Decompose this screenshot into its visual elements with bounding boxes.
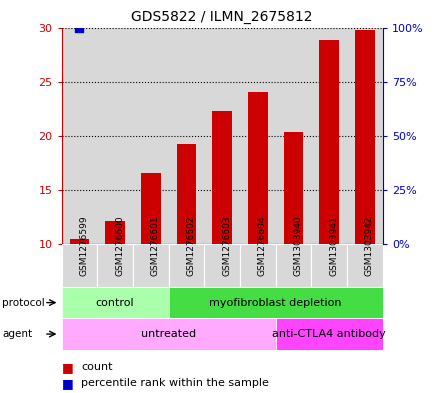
Bar — [284, 132, 304, 244]
Text: count: count — [81, 362, 113, 373]
Bar — [276, 318, 383, 350]
Text: GSM1276604: GSM1276604 — [258, 216, 267, 276]
Text: ■: ■ — [62, 376, 73, 390]
Bar — [62, 318, 276, 350]
Bar — [105, 221, 125, 244]
Point — [76, 24, 83, 31]
Text: ■: ■ — [62, 361, 73, 374]
Bar — [97, 244, 133, 287]
Bar — [133, 244, 169, 287]
Bar — [204, 244, 240, 287]
Bar — [62, 28, 97, 244]
Bar — [169, 28, 204, 244]
Bar — [276, 244, 312, 287]
Bar — [240, 28, 276, 244]
Bar — [70, 239, 89, 244]
Bar — [169, 244, 204, 287]
Text: protocol: protocol — [2, 298, 45, 308]
Text: GSM1276599: GSM1276599 — [80, 215, 88, 276]
Bar — [347, 28, 383, 244]
Bar — [62, 244, 97, 287]
Title: GDS5822 / ILMN_2675812: GDS5822 / ILMN_2675812 — [132, 10, 313, 24]
Bar — [347, 244, 383, 287]
Bar — [141, 173, 161, 244]
Bar — [312, 244, 347, 287]
Bar — [276, 28, 312, 244]
Text: GSM1276603: GSM1276603 — [222, 215, 231, 276]
Bar — [204, 28, 240, 244]
Bar — [169, 287, 383, 318]
Bar — [248, 92, 268, 244]
Text: control: control — [96, 298, 135, 308]
Bar — [62, 287, 169, 318]
Bar — [213, 111, 232, 244]
Text: GSM1303942: GSM1303942 — [365, 216, 374, 276]
Text: percentile rank within the sample: percentile rank within the sample — [81, 378, 269, 388]
Bar — [312, 28, 347, 244]
Text: GSM1303941: GSM1303941 — [329, 215, 338, 276]
Text: GSM1303940: GSM1303940 — [293, 215, 303, 276]
Text: anti-CTLA4 antibody: anti-CTLA4 antibody — [272, 329, 386, 339]
Bar — [319, 40, 339, 244]
Bar — [133, 28, 169, 244]
Bar — [177, 144, 196, 244]
Bar — [355, 29, 375, 244]
Text: GSM1276600: GSM1276600 — [115, 215, 124, 276]
Text: myofibroblast depletion: myofibroblast depletion — [209, 298, 342, 308]
Bar — [97, 28, 133, 244]
Text: untreated: untreated — [141, 329, 196, 339]
Text: agent: agent — [2, 329, 32, 339]
Text: GSM1276602: GSM1276602 — [187, 216, 195, 276]
Bar — [240, 244, 276, 287]
Point — [112, 19, 119, 25]
Text: GSM1276601: GSM1276601 — [151, 215, 160, 276]
